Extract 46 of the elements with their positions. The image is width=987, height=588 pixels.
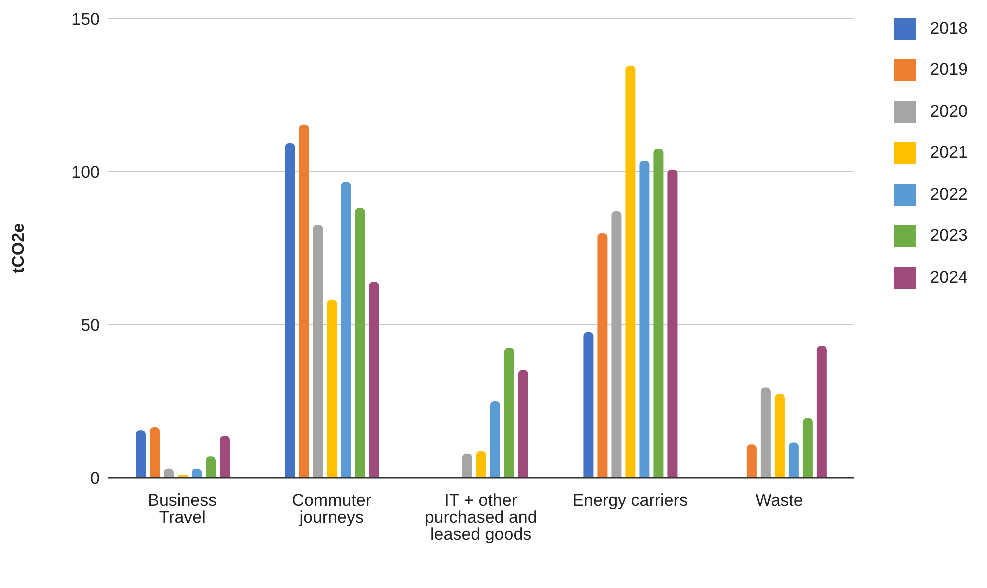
bar bbox=[654, 149, 664, 478]
x-tick-label: IT + other purchased and leased goods bbox=[424, 491, 538, 544]
bar bbox=[626, 66, 636, 478]
bar bbox=[355, 208, 366, 478]
bar bbox=[668, 170, 678, 478]
y-tick-label: 50 bbox=[81, 316, 100, 336]
bar bbox=[476, 451, 486, 478]
x-tick-label: Commuter journeys bbox=[292, 491, 372, 528]
legend-label: 2023 bbox=[930, 226, 968, 246]
legend-label: 2021 bbox=[930, 143, 968, 164]
bar bbox=[206, 456, 216, 478]
bar bbox=[341, 182, 352, 478]
x-tick-label: Waste bbox=[756, 491, 804, 510]
y-tick-label: 100 bbox=[72, 163, 100, 182]
bar bbox=[746, 444, 757, 478]
x-tick-label: Energy carriers bbox=[572, 491, 688, 510]
bar bbox=[285, 144, 296, 478]
y-tick-label: 0 bbox=[90, 469, 100, 488]
bar bbox=[327, 300, 338, 478]
bar bbox=[136, 430, 146, 478]
bar bbox=[584, 332, 594, 478]
bar bbox=[802, 418, 813, 478]
legend-label: 2019 bbox=[930, 60, 968, 80]
bar bbox=[760, 388, 771, 478]
bar bbox=[369, 282, 380, 478]
bar bbox=[220, 436, 230, 478]
bar bbox=[462, 454, 472, 478]
bar bbox=[313, 225, 324, 478]
legend-label: 2020 bbox=[930, 102, 968, 122]
bar bbox=[788, 442, 799, 478]
bar bbox=[816, 346, 827, 478]
bar bbox=[612, 211, 622, 478]
bar bbox=[598, 234, 608, 478]
legend-label: 2018 bbox=[930, 18, 968, 39]
bar bbox=[640, 160, 650, 478]
x-tick-label: Business Travel bbox=[148, 491, 218, 528]
bar bbox=[150, 428, 160, 478]
legend-label: 2022 bbox=[930, 184, 968, 205]
bar bbox=[504, 348, 514, 478]
bar bbox=[490, 402, 500, 478]
bar bbox=[299, 124, 310, 478]
y-axis-title: tCO2e bbox=[9, 223, 28, 274]
y-tick-label: 150 bbox=[72, 10, 100, 30]
bar bbox=[774, 394, 785, 478]
bar bbox=[518, 370, 528, 478]
legend-label: 2024 bbox=[930, 268, 968, 288]
